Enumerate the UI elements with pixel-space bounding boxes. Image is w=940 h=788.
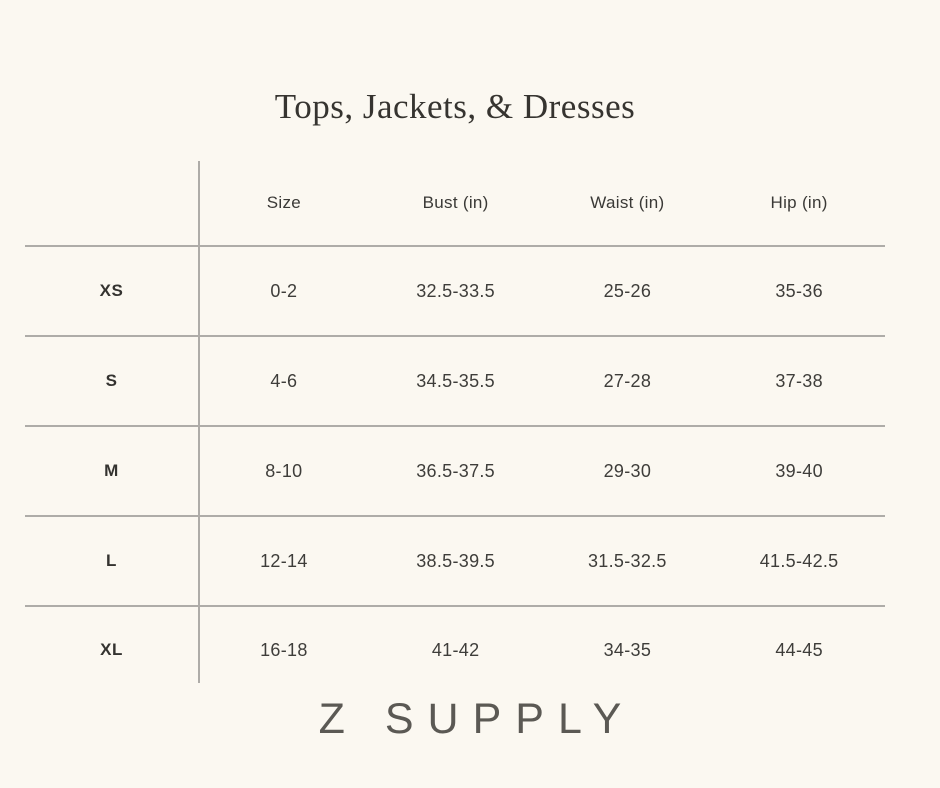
cell-waist: 29-30 [603, 460, 652, 481]
cell-bust: 32.5-33.5 [416, 280, 495, 301]
cell-waist: 27-28 [603, 370, 652, 391]
cell-waist: 31.5-32.5 [587, 550, 667, 571]
cell-bust: 41-42 [431, 639, 480, 660]
cell-size: 4-6 [270, 370, 298, 391]
cell-bust: 36.5-37.5 [416, 460, 495, 481]
table-header-row: Size Bust (in) Waist (in) Hip (in) [25, 161, 885, 245]
row-label: M [104, 461, 119, 480]
size-chart-table: Size Bust (in) Waist (in) Hip (in) XS 0-… [25, 161, 885, 693]
column-header-size: Size [266, 193, 302, 212]
cell-hip: 39-40 [775, 460, 823, 481]
cell-hip: 37-38 [775, 370, 823, 391]
cell-waist: 34-35 [603, 639, 652, 660]
table-row-l: L 12-14 38.5-39.5 31.5-32.5 41.5-42.5 [25, 515, 885, 605]
table-row-m: M 8-10 36.5-37.5 29-30 39-40 [25, 425, 885, 515]
table-row-xs: XS 0-2 32.5-33.5 25-26 35-36 [25, 245, 885, 335]
row-label-column-divider [198, 161, 200, 683]
cell-size: 12-14 [260, 550, 308, 571]
cell-hip: 41.5-42.5 [759, 550, 839, 571]
table-row-xl: XL 16-18 41-42 34-35 44-45 [25, 605, 885, 693]
cell-bust: 38.5-39.5 [416, 550, 495, 571]
row-label: L [106, 551, 117, 570]
cell-bust: 34.5-35.5 [416, 370, 495, 391]
cell-size: 8-10 [265, 460, 303, 481]
row-label: XL [100, 640, 123, 659]
cell-hip: 44-45 [775, 639, 823, 660]
column-header-hip: Hip (in) [770, 193, 828, 212]
brand-logo: Z SUPPLY [318, 695, 636, 743]
column-header-waist: Waist (in) [590, 193, 665, 212]
table-row-s: S 4-6 34.5-35.5 27-28 37-38 [25, 335, 885, 425]
cell-waist: 25-26 [603, 280, 652, 301]
cell-hip: 35-36 [775, 280, 823, 301]
row-label: S [105, 371, 118, 390]
row-label: XS [99, 281, 124, 300]
cell-size: 0-2 [270, 280, 298, 301]
page-title: Tops, Jackets, & Dresses [274, 87, 636, 126]
column-header-bust: Bust (in) [422, 193, 489, 212]
cell-size: 16-18 [260, 639, 308, 660]
